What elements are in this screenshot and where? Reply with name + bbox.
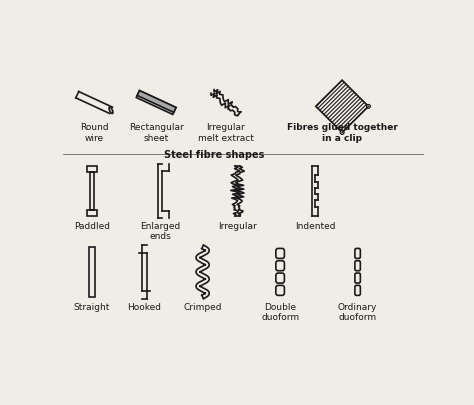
Text: Hooked: Hooked [128,303,162,312]
Ellipse shape [109,107,113,113]
Text: Ordinary
duoform: Ordinary duoform [338,303,377,322]
Text: Irregular
melt extract: Irregular melt extract [198,123,254,143]
Text: Steel fibre shapes: Steel fibre shapes [164,150,264,160]
Text: Double
duoform: Double duoform [261,303,299,322]
Polygon shape [137,91,176,112]
Text: Enlarged
ends: Enlarged ends [140,222,180,241]
Text: Paddled: Paddled [74,222,110,231]
Circle shape [340,130,344,134]
Text: Round
wire: Round wire [80,123,109,143]
Text: Indented: Indented [295,222,335,231]
Polygon shape [136,91,176,115]
Text: Rectangular
sheet: Rectangular sheet [129,123,183,143]
Text: Crimped: Crimped [183,303,222,312]
Circle shape [366,104,370,108]
Text: Irregular: Irregular [218,222,257,231]
Text: Straight: Straight [73,303,110,312]
Text: Fibres glued together
in a clip: Fibres glued together in a clip [287,123,398,143]
